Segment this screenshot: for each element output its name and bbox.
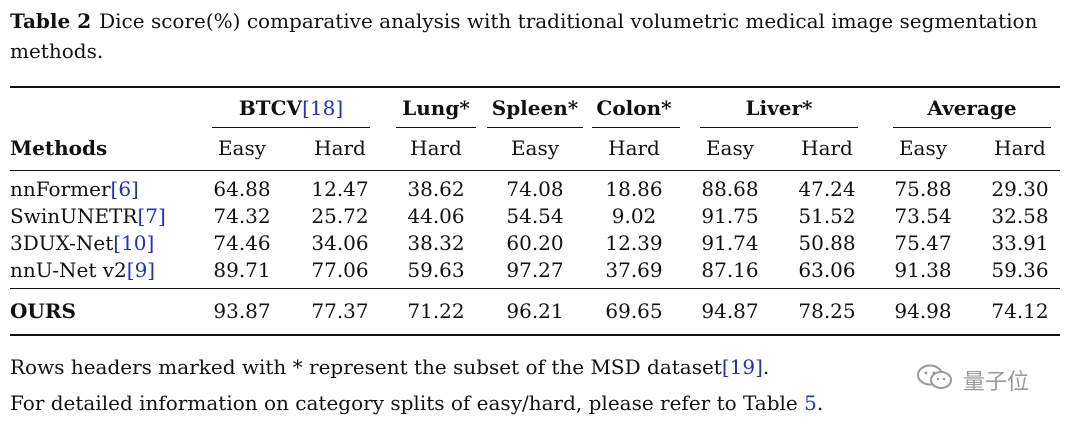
value-cell: 63.06: [798, 258, 856, 282]
value-cell: 12.47: [311, 177, 369, 201]
subheader-col: Hard: [801, 136, 853, 160]
value-cell: 59.63: [407, 258, 465, 282]
method-cell: nnU-Net v2[9]: [10, 258, 156, 282]
top-rule: [10, 86, 1060, 88]
subheader-col: Easy: [898, 136, 948, 160]
value-cell: 91.75: [701, 204, 759, 228]
value-cell: 78.25: [798, 299, 856, 323]
value-cell: 37.69: [605, 258, 663, 282]
group-header-lung: Lung*: [402, 96, 470, 120]
group-underline-average: [893, 127, 1051, 128]
table-caption-text: Dice score(%) comparative analysis with …: [10, 9, 1038, 63]
bottom-rule: [10, 334, 1060, 336]
header-rule: [10, 170, 1060, 171]
value-cell: 59.36: [991, 258, 1049, 282]
group-header-average: Average: [927, 96, 1017, 120]
value-cell: 9.02: [611, 204, 657, 228]
citation-link[interactable]: [6]: [110, 177, 139, 201]
value-cell: 87.16: [701, 258, 759, 282]
value-cell: 69.65: [605, 299, 663, 323]
subheader-col: Easy: [705, 136, 755, 160]
table-ref-link[interactable]: 5: [804, 391, 817, 415]
group-header-btcv: BTCV[18]: [238, 96, 344, 120]
value-cell: 74.08: [506, 177, 564, 201]
citation-link[interactable]: [10]: [113, 231, 155, 255]
value-cell: 38.62: [407, 177, 465, 201]
subheader-col: Hard: [410, 136, 462, 160]
citation-link[interactable]: [19]: [721, 355, 763, 379]
group-underline-liver: [700, 127, 858, 128]
table-note-msd: Rows headers marked with * represent the…: [10, 355, 770, 379]
method-cell: 3DUX-Net[10]: [10, 231, 155, 255]
table-caption: Table 2 Dice score(%) comparative analysi…: [10, 6, 1060, 66]
value-cell: 94.98: [894, 299, 952, 323]
group-underline-spleen: [487, 127, 583, 128]
value-cell: 34.06: [311, 231, 369, 255]
value-cell: 64.88: [213, 177, 271, 201]
citation-link[interactable]: [9]: [126, 258, 156, 282]
method-cell-ours: OURS: [10, 299, 76, 323]
wechat-icon: [915, 362, 955, 398]
group-header-colon: Colon*: [596, 96, 672, 120]
group-underline-btcv: [212, 127, 370, 128]
subheader-col: Easy: [217, 136, 267, 160]
value-cell: 75.88: [894, 177, 952, 201]
value-cell: 44.06: [407, 204, 465, 228]
group-header-spleen: Spleen*: [491, 96, 579, 120]
value-cell: 97.27: [506, 258, 564, 282]
subheader-col: Easy: [510, 136, 560, 160]
method-cell: nnFormer[6]: [10, 177, 139, 201]
value-cell: 75.47: [894, 231, 952, 255]
value-cell: 89.71: [213, 258, 271, 282]
table-caption-tag: Table 2: [10, 9, 92, 33]
ours-rule: [10, 288, 1060, 289]
subheader-col: Hard: [314, 136, 366, 160]
value-cell: 88.68: [701, 177, 759, 201]
group-header-liver: Liver*: [745, 96, 813, 120]
value-cell: 93.87: [213, 299, 271, 323]
subheader-col: Hard: [608, 136, 660, 160]
value-cell: 74.32: [213, 204, 271, 228]
watermark-text: 量子位: [963, 370, 1030, 395]
value-cell: 96.21: [506, 299, 564, 323]
value-cell: 51.52: [798, 204, 856, 228]
table-note-splits: For detailed information on category spl…: [10, 391, 824, 415]
value-cell: 74.46: [213, 231, 271, 255]
value-cell: 54.54: [506, 204, 564, 228]
value-cell: 71.22: [407, 299, 465, 323]
subheader-col: Hard: [994, 136, 1046, 160]
value-cell: 12.39: [605, 231, 663, 255]
value-cell: 91.74: [701, 231, 759, 255]
value-cell: 77.37: [311, 299, 369, 323]
value-cell: 77.06: [311, 258, 369, 282]
value-cell: 50.88: [798, 231, 856, 255]
value-cell: 91.38: [894, 258, 952, 282]
method-cell: SwinUNETR[7]: [10, 204, 166, 228]
value-cell: 38.32: [407, 231, 465, 255]
value-cell: 32.58: [991, 204, 1049, 228]
value-cell: 47.24: [798, 177, 856, 201]
group-underline-colon: [592, 127, 680, 128]
citation-link[interactable]: [7]: [137, 204, 166, 228]
value-cell: 25.72: [311, 204, 369, 228]
value-cell: 74.12: [991, 299, 1049, 323]
group-underline-lung: [396, 127, 476, 128]
methods-header: Methods: [10, 136, 108, 160]
value-cell: 73.54: [894, 204, 952, 228]
value-cell: 94.87: [701, 299, 759, 323]
value-cell: 18.86: [605, 177, 663, 201]
value-cell: 29.30: [991, 177, 1049, 201]
value-cell: 33.91: [991, 231, 1049, 255]
value-cell: 60.20: [506, 231, 564, 255]
watermark: 量子位: [915, 362, 1029, 398]
